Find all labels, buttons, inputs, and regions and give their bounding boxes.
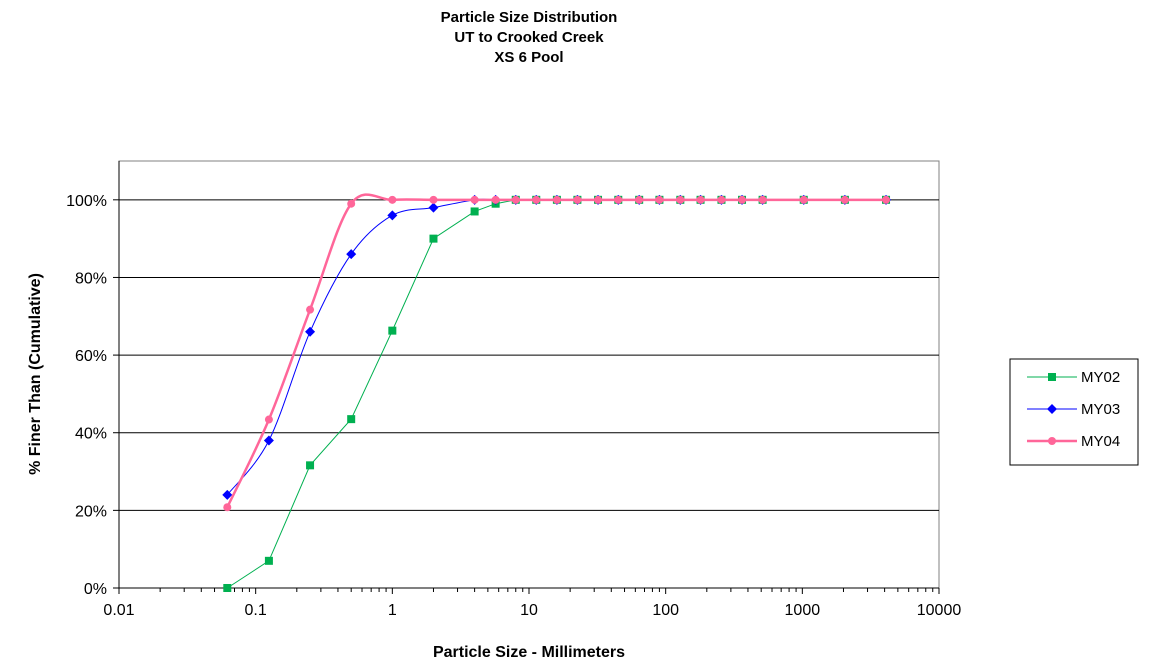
- data-point-my04: [223, 503, 232, 512]
- y-tick-label: 20%: [75, 503, 107, 520]
- data-point-my04: [552, 195, 561, 204]
- data-point-my04: [306, 305, 315, 314]
- data-point-my04: [799, 195, 808, 204]
- x-tick-labels: 0.01 0.1 1 10 100 1000 10000: [103, 602, 961, 619]
- series-line-my03: [226, 198, 887, 496]
- chart-title-line-3: XS 6 Pool: [494, 49, 563, 66]
- data-point-my03: [387, 210, 398, 221]
- y-tick-label: 40%: [75, 426, 107, 443]
- series-line-my02: [227, 199, 887, 589]
- legend-marker-my04: [1048, 437, 1056, 445]
- y-tick-label: 80%: [75, 270, 107, 287]
- data-point-my04: [429, 195, 438, 204]
- data-point-my04: [882, 195, 891, 204]
- data-point-my02: [306, 461, 315, 470]
- chart-title-line-2: UT to Crooked Creek: [454, 29, 604, 46]
- data-point-my04: [594, 195, 603, 204]
- legend-marker-my02: [1048, 373, 1056, 381]
- data-point-my03: [428, 202, 439, 213]
- data-point-my04: [573, 195, 582, 204]
- data-point-my03: [346, 249, 357, 260]
- data-point-my04: [511, 195, 520, 204]
- y-axis-title: % Finer Than (Cumulative): [27, 273, 44, 475]
- data-point-my02: [347, 415, 356, 424]
- x-axis-title: Particle Size - Millimeters: [433, 644, 625, 661]
- axes: [113, 161, 940, 594]
- data-point-my02: [429, 234, 438, 243]
- data-point-my04: [635, 195, 644, 204]
- data-point-my02: [388, 326, 397, 335]
- data-point-my04: [614, 195, 623, 204]
- data-point-my04: [347, 199, 356, 208]
- gridlines: [119, 199, 939, 511]
- data-point-my04: [758, 195, 767, 204]
- x-tick-label: 10000: [917, 602, 962, 619]
- data-point-my02: [470, 207, 479, 216]
- series-my03: [222, 194, 892, 500]
- series-my02: [223, 195, 891, 592]
- plot-area: [118, 160, 940, 589]
- legend-label-my04: MY04: [1081, 433, 1120, 450]
- data-point-my04: [840, 195, 849, 204]
- legend-label-my02: MY02: [1081, 369, 1120, 386]
- x-tick-label: 100: [652, 602, 679, 619]
- data-point-my04: [388, 195, 397, 204]
- data-point-my04: [696, 195, 705, 204]
- data-point-my04: [738, 195, 747, 204]
- data-point-my04: [676, 195, 685, 204]
- y-tick-label: 0%: [84, 581, 107, 598]
- data-series: [222, 193, 892, 592]
- x-tick-label: 1000: [785, 602, 821, 619]
- data-point-my03: [305, 326, 316, 337]
- chart-title-line-1: Particle Size Distribution: [441, 9, 618, 26]
- data-point-my03: [222, 489, 233, 500]
- x-tick-label: 1: [388, 602, 397, 619]
- data-point-my04: [470, 195, 479, 204]
- data-point-my04: [655, 195, 664, 204]
- data-point-my04: [264, 415, 273, 424]
- series-my04: [223, 193, 891, 512]
- data-point-my03: [263, 435, 274, 446]
- y-tick-label: 100%: [66, 193, 107, 210]
- data-point-my02: [223, 584, 232, 592]
- x-tick-label: 0.1: [245, 602, 267, 619]
- data-point-my02: [264, 556, 273, 565]
- legend-marker-my03: [1047, 404, 1057, 414]
- y-tick-label: 60%: [75, 348, 107, 365]
- x-tick-label: 10: [520, 602, 538, 619]
- legend-label-my03: MY03: [1081, 401, 1120, 418]
- x-tick-label: 0.01: [103, 602, 134, 619]
- series-line-my04: [226, 193, 887, 508]
- data-point-my04: [532, 195, 541, 204]
- data-point-my04: [717, 195, 726, 204]
- data-point-my04: [491, 195, 500, 204]
- y-tick-labels: 0% 20% 40% 60% 80% 100%: [66, 193, 107, 598]
- legend: MY02 MY03 MY04: [1027, 369, 1120, 450]
